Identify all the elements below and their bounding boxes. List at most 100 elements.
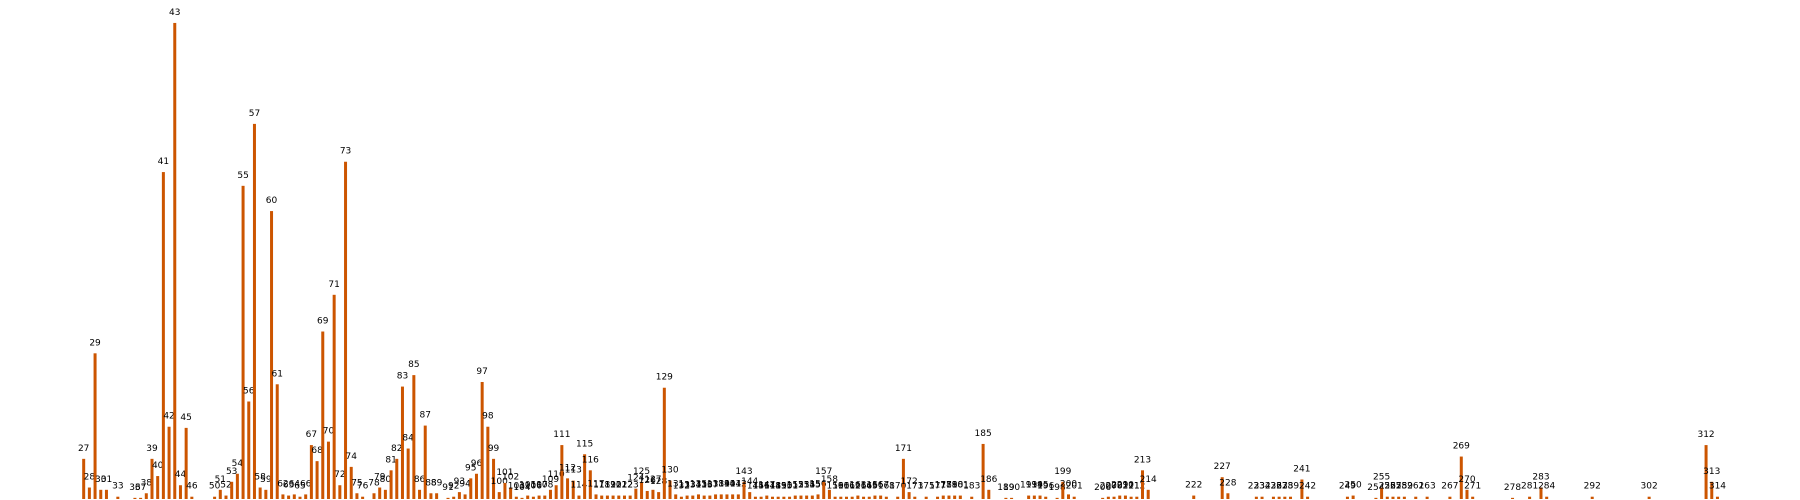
- bar: [190, 496, 194, 499]
- bar: [543, 495, 547, 499]
- bar: [1391, 496, 1395, 499]
- bar: [355, 493, 359, 499]
- bar: [987, 489, 991, 499]
- bar: [696, 494, 700, 499]
- bar-label: 185: [975, 429, 992, 439]
- bar: [560, 445, 564, 499]
- bar: [406, 448, 410, 499]
- bar-label: 283: [1532, 473, 1549, 483]
- bar-label: 109: [542, 475, 559, 485]
- bar-label: 53: [226, 467, 237, 477]
- bar-label: 105: [519, 481, 536, 491]
- bar-label: 255: [1373, 473, 1390, 483]
- bar-label: 137: [701, 481, 718, 491]
- bar-label: 60: [266, 196, 278, 206]
- bar-label: 213: [1134, 455, 1151, 465]
- bar: [1004, 497, 1008, 499]
- bar-label: 37: [135, 483, 146, 493]
- bar-label: 180: [946, 481, 963, 491]
- bar-label: 313: [1703, 467, 1720, 477]
- bar: [1226, 493, 1230, 499]
- bar: [941, 495, 945, 499]
- bar-label: 41: [158, 157, 169, 167]
- bar: [1146, 489, 1150, 499]
- bar-label: 314: [1709, 482, 1726, 492]
- bar-label: 190: [1003, 483, 1020, 493]
- bar-label: 123: [622, 481, 639, 491]
- bar-label: 171: [895, 444, 912, 454]
- bar-label: 149: [770, 482, 787, 492]
- bar: [640, 481, 644, 499]
- bar-label: 129: [656, 373, 673, 383]
- bar-label: 33: [112, 482, 123, 492]
- bar: [503, 482, 507, 499]
- bar-label: 175: [918, 482, 935, 492]
- bar: [241, 185, 245, 500]
- bar-label: 84: [402, 434, 414, 444]
- bar: [901, 458, 905, 499]
- bar: [833, 496, 837, 499]
- bar: [1220, 477, 1224, 499]
- bar: [332, 294, 336, 499]
- bar-label: 54: [232, 459, 244, 469]
- bar-label: 302: [1641, 482, 1658, 492]
- bar-label: 195: [1031, 481, 1048, 491]
- bar-label: 166: [866, 481, 883, 491]
- bar-label: 158: [821, 475, 838, 485]
- bar: [583, 454, 587, 499]
- bar-label: 164: [855, 482, 872, 492]
- bar: [1055, 497, 1059, 499]
- bar-label: 147: [758, 481, 775, 491]
- bar: [1539, 487, 1543, 499]
- bar-label: 100: [491, 477, 508, 487]
- bar: [810, 495, 814, 499]
- bar-label: 68: [311, 446, 323, 456]
- bar-label: 258: [1390, 482, 1407, 492]
- bar: [1351, 495, 1355, 499]
- bar: [839, 496, 843, 499]
- bar: [981, 443, 985, 499]
- bar-label: 139: [713, 479, 730, 489]
- bar: [822, 481, 826, 499]
- bar: [588, 470, 592, 499]
- bar-label: 159: [827, 482, 844, 492]
- bar-label: 238: [1276, 482, 1293, 492]
- bar-label: 59: [260, 475, 272, 485]
- bar: [605, 495, 609, 499]
- bar: [936, 496, 940, 499]
- bar-label: 156: [809, 479, 826, 489]
- bar: [1704, 445, 1708, 499]
- bar-label: 66: [300, 479, 312, 489]
- bar-label: 312: [1697, 430, 1714, 440]
- bar: [714, 494, 718, 499]
- bar-label: 86: [414, 475, 426, 485]
- bar: [1448, 496, 1452, 499]
- bar: [1123, 495, 1127, 499]
- bar: [1374, 497, 1378, 499]
- bar-label: 97: [476, 367, 487, 377]
- bar-label: 128: [650, 477, 667, 487]
- bar-label: 133: [679, 481, 696, 491]
- bar: [480, 381, 484, 499]
- bar-label: 154: [798, 481, 815, 491]
- bar: [338, 485, 342, 499]
- bar-label: 259: [1396, 482, 1413, 492]
- bar-label: 165: [861, 482, 878, 492]
- bar-label: 208: [1105, 482, 1122, 492]
- bar: [213, 496, 217, 499]
- bar: [492, 458, 496, 499]
- bar: [844, 496, 848, 499]
- bar: [457, 492, 461, 499]
- bar-label: 51: [215, 475, 226, 485]
- bar: [662, 387, 666, 499]
- bar: [275, 384, 279, 499]
- bar-label: 186: [980, 475, 997, 485]
- bar-label: 104: [513, 483, 530, 493]
- bar: [321, 331, 325, 499]
- bar-label: 201: [1066, 482, 1083, 492]
- bar-label: 162: [844, 482, 861, 492]
- bar: [1118, 495, 1122, 499]
- bar-label: 46: [186, 482, 198, 492]
- bar-label: 56: [243, 386, 255, 396]
